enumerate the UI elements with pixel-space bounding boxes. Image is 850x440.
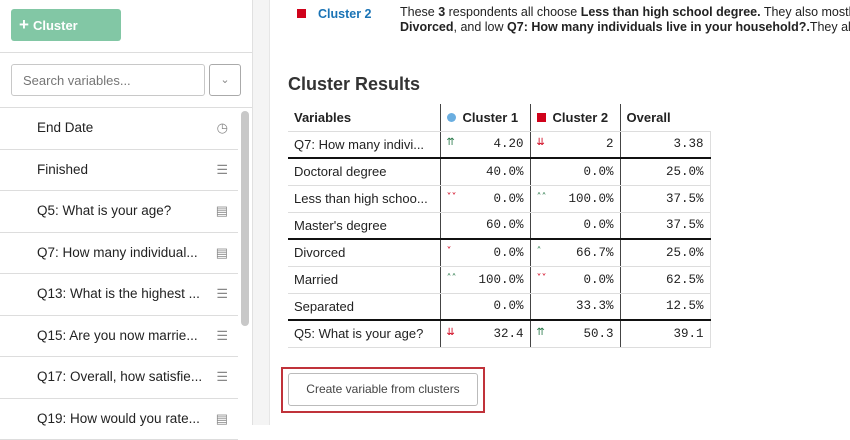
overall-cell: 39.1 [620, 320, 710, 347]
overall-cell: 25.0% [620, 239, 710, 266]
chevron-down-icon[interactable]: ⌄ [209, 64, 241, 96]
cluster-2-square-icon [537, 113, 546, 122]
variable-cell: Less than high schoo... [288, 185, 440, 212]
overall-cell: 12.5% [620, 293, 710, 320]
cluster-2-label[interactable]: Cluster 2 [318, 7, 372, 21]
cluster-1-cell: ⇈4.20 [440, 131, 530, 158]
scrollbar[interactable] [241, 111, 249, 326]
table-row: Married ˄˄100.0% ˅˅0.0% 62.5% [288, 266, 710, 293]
create-variable-button[interactable]: Create variable from clusters [288, 373, 478, 406]
cluster-2-cell: ⇈50.3 [530, 320, 620, 347]
cluster-2-cell: ˅˅0.0% [530, 266, 620, 293]
sidebar: +Cluster ⌄ End Date◷Finished☰Q5: What is… [0, 0, 253, 425]
add-cluster-label: Cluster [33, 18, 78, 33]
arrow-up-weak-icon: ˄ [537, 246, 542, 257]
variable-item[interactable]: Q17: Overall, how satisfie... ☰ [0, 357, 238, 399]
variable-label: Q15: Are you now marrie... [37, 328, 198, 343]
variable-label: Q5: What is your age? [37, 203, 171, 218]
cluster-1-cell: ˅0.0% [440, 239, 530, 266]
cluster-2-cell: 0.0% [530, 212, 620, 239]
overall-cell: 3.38 [620, 131, 710, 158]
header-overall: Overall [620, 104, 710, 131]
cluster-1-cell: 60.0% [440, 212, 530, 239]
cluster-1-cell: 40.0% [440, 158, 530, 185]
variable-label: Q7: How many individual... [37, 245, 198, 260]
variable-cell: Separated [288, 293, 440, 320]
variable-cell: Married [288, 266, 440, 293]
variable-label: Q19: How would you rate... [37, 411, 200, 426]
bar-chart-icon: ▤ [216, 233, 228, 273]
variable-item[interactable]: Q15: Are you now marrie... ☰ [0, 316, 238, 358]
cluster-2-cell: ⇊2 [530, 131, 620, 158]
search-variables-input[interactable] [11, 64, 205, 96]
variable-cell: Master's degree [288, 212, 440, 239]
list-icon: ☰ [216, 150, 228, 190]
header-cluster-1: Cluster 1 [440, 104, 530, 131]
variable-cell: Q5: What is your age? [288, 320, 440, 347]
variable-label: Finished [37, 162, 88, 177]
cluster-2-cell: 33.3% [530, 293, 620, 320]
plus-icon: + [19, 15, 29, 34]
variable-label: Q13: What is the highest ... [37, 286, 200, 301]
table-row: Master's degree 60.0% 0.0% 37.5% [288, 212, 710, 239]
variable-cell: Q7: How many indivi... [288, 131, 440, 158]
bar-chart-icon: ▤ [216, 191, 228, 231]
bar-chart-icon: ▤ [216, 399, 228, 439]
arrow-down-medium-icon: ˅˅ [447, 192, 457, 203]
cluster-2-cell: ˄66.7% [530, 239, 620, 266]
arrow-up-strong-icon: ⇈ [537, 327, 545, 338]
cluster-1-cell: ˅˅0.0% [440, 185, 530, 212]
header-cluster-2: Cluster 2 [530, 104, 620, 131]
divider [0, 52, 252, 53]
table-row: Separated 0.0% 33.3% 12.5% [288, 293, 710, 320]
list-icon: ☰ [216, 357, 228, 397]
panel-gutter [253, 0, 270, 425]
overall-cell: 62.5% [620, 266, 710, 293]
table-row: Q5: What is your age? ⇊32.4 ⇈50.3 39.1 [288, 320, 710, 347]
add-cluster-button[interactable]: + Cluster [11, 9, 121, 41]
arrow-down-medium-icon: ˅˅ [537, 273, 547, 284]
table-row: Less than high schoo... ˅˅0.0% ˄˄100.0% … [288, 185, 710, 212]
arrow-up-medium-icon: ˄˄ [537, 192, 547, 203]
cluster-1-cell: 0.0% [440, 293, 530, 320]
variable-item[interactable]: Q13: What is the highest ... ☰ [0, 274, 238, 316]
arrow-up-strong-icon: ⇈ [447, 137, 455, 148]
arrow-up-medium-icon: ˄˄ [447, 273, 457, 284]
cluster-2-cell: 0.0% [530, 158, 620, 185]
cluster-results-title: Cluster Results [288, 74, 420, 95]
variable-cell: Divorced [288, 239, 440, 266]
header-variables: Variables [288, 104, 440, 131]
table-row: Divorced ˅0.0% ˄66.7% 25.0% [288, 239, 710, 266]
clock-icon: ◷ [217, 108, 228, 148]
overall-cell: 37.5% [620, 212, 710, 239]
cluster-results-table: Variables Cluster 1 Cluster 2 Overall Q7… [288, 104, 711, 348]
variable-cell: Doctoral degree [288, 158, 440, 185]
overall-cell: 37.5% [620, 185, 710, 212]
variable-label: Q17: Overall, how satisfie... [37, 369, 202, 384]
cluster-2-cell: ˄˄100.0% [530, 185, 620, 212]
cluster-description: These 3 respondents all choose Less than… [400, 5, 850, 35]
table-row: Doctoral degree 40.0% 0.0% 25.0% [288, 158, 710, 185]
variable-label: End Date [37, 120, 93, 135]
list-icon: ☰ [216, 274, 228, 314]
variable-item[interactable]: Finished ☰ [0, 150, 238, 192]
arrow-down-weak-icon: ˅ [447, 246, 452, 257]
cluster-1-dot-icon [447, 113, 456, 122]
table-row: Q7: How many indivi... ⇈4.20 ⇊2 3.38 [288, 131, 710, 158]
list-icon: ☰ [216, 316, 228, 356]
variable-item[interactable]: Q7: How many individual... ▤ [0, 233, 238, 275]
variable-item[interactable]: Q5: What is your age? ▤ [0, 191, 238, 233]
arrow-down-strong-icon: ⇊ [537, 137, 545, 148]
cluster-1-cell: ⇊32.4 [440, 320, 530, 347]
variable-list: End Date ◷ Finished ☰ Q5: What is your age? ▤… [0, 108, 238, 440]
variable-item[interactable]: Q19: How would you rate... ▤ [0, 399, 238, 440]
arrow-down-strong-icon: ⇊ [447, 327, 455, 338]
variable-item[interactable]: End Date ◷ [0, 108, 238, 150]
cluster-2-swatch [297, 9, 306, 18]
overall-cell: 25.0% [620, 158, 710, 185]
cluster-1-cell: ˄˄100.0% [440, 266, 530, 293]
